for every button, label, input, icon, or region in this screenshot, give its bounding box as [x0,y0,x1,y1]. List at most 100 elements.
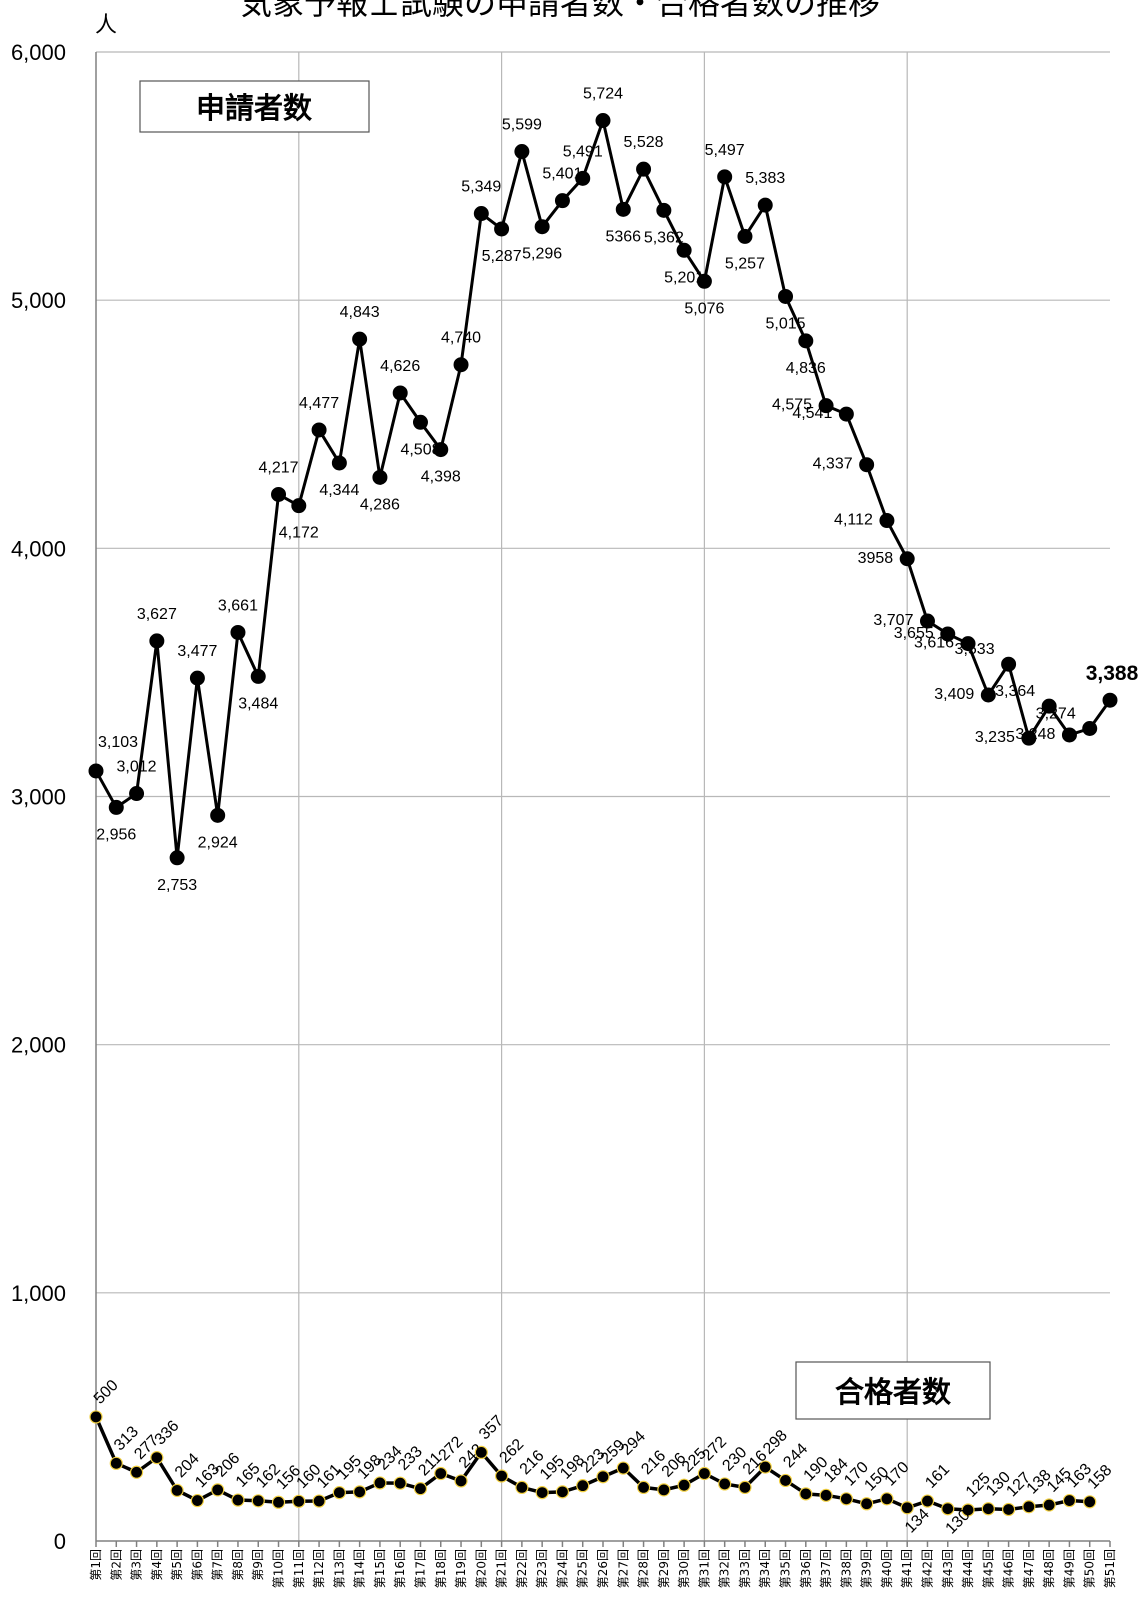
data-point [595,112,611,128]
data-point [717,169,733,185]
data-point [150,1451,164,1465]
data-point [616,1461,630,1475]
data-point [880,1492,894,1506]
series [88,112,1118,1517]
data-label-applicants: 5,497 [705,142,745,159]
data-point [534,219,550,235]
data-point [961,1503,975,1517]
data-point [940,626,956,642]
data-label-applicants: 4,217 [258,459,298,476]
data-point [980,687,996,703]
x-category-label: 第28回 [637,1549,651,1588]
data-label-applicants: 4,626 [380,358,420,375]
data-label-applicants: 5,491 [563,143,603,160]
legend-label-passers: 合格者数 [835,1375,952,1409]
data-point [838,406,854,422]
x-category-label: 第20回 [474,1549,488,1588]
data-label-applicants: 2,956 [96,826,136,843]
data-point [373,1476,387,1490]
data-point [454,1474,468,1488]
data-point [89,1410,103,1424]
data-point [495,1469,509,1483]
data-point [494,221,510,237]
x-category-label: 第23回 [535,1549,549,1588]
data-point [108,799,124,815]
data-point [1102,692,1118,708]
data-point [818,398,834,414]
data-point [778,1473,793,1488]
data-point [1083,1495,1097,1509]
data-point [1001,1502,1016,1517]
x-category-label: 第33回 [738,1549,752,1588]
data-point [331,455,347,471]
data-point [636,1480,651,1494]
data-point [920,1494,935,1508]
data-point [412,414,428,430]
x-category-label: 第30回 [677,1549,691,1588]
data-point [596,1470,610,1484]
x-category-label: 第27回 [616,1549,630,1588]
data-label-applicants: 4,836 [786,360,826,377]
data-point [576,1479,590,1493]
data-label-applicants: 5,296 [522,246,562,263]
data-point [413,1482,428,1496]
data-label-applicants: 5,724 [583,85,623,102]
data-label-applicants: 3,012 [117,759,157,776]
x-category-label: 第46回 [1002,1549,1016,1588]
data-point [879,513,895,529]
data-label-applicants: 5,362 [644,229,684,246]
data-label-applicants: 3,274 [1036,706,1076,723]
data-point [1021,730,1037,746]
x-category-label: 第40回 [880,1549,894,1588]
x-category-label: 第51回 [1103,1549,1117,1588]
data-point [941,1502,955,1516]
data-label-applicants: 3,707 [873,612,913,629]
data-point [960,636,976,652]
x-category-label: 第1回 [89,1549,103,1581]
data-point [718,1477,732,1491]
data-label-applicants: 5,015 [765,315,805,332]
x-category-label: 第43回 [941,1549,955,1588]
data-point [393,1476,407,1490]
data-point [696,273,712,289]
data-point [170,1483,184,1497]
data-point [433,442,449,458]
data-point [1001,656,1017,672]
data-label-applicants: 3,248 [1015,726,1055,743]
data-label-applicants: 4,541 [792,405,832,422]
x-category-label: 第36回 [799,1549,813,1588]
x-category-label: 第26回 [596,1549,610,1588]
data-label-applicants: 3,235 [975,729,1015,746]
x-axis-categories: 第1回 第2回 第3回 第4回 第5回 第6回 第7回 第8回 第9回 第10回 第11回 第12回第… [89,1549,1117,1588]
data-label-applicants: 4,508 [400,441,440,458]
data-point [676,242,692,258]
data-label-applicants: 5,401 [542,166,582,183]
data-point [1061,727,1077,743]
data-point [473,206,489,222]
series-applicants [88,112,1118,866]
x-category-label: 第49回 [1062,1549,1076,1588]
data-label-applicants: 3,616 [914,635,954,652]
data-point [1022,1500,1036,1514]
data-label-applicants: 3958 [858,550,894,567]
x-category-label: 第50回 [1083,1549,1097,1588]
x-category-label: 第21回 [495,1549,509,1588]
data-label-applicants: 3,484 [238,695,278,712]
x-category-label: 第37回 [819,1549,833,1588]
y-axis-unit-label: 人 [95,13,117,38]
data-point [474,1445,488,1460]
x-category-label: 第41回 [900,1549,914,1588]
data-point [636,161,652,177]
data-point [1062,1493,1077,1508]
data-label-applicants: 5,349 [461,179,501,196]
data-point [271,1495,286,1509]
x-category-label: 第44回 [961,1549,975,1588]
data-label-applicants: 4,477 [299,395,339,412]
data-point [758,1460,772,1474]
x-category-label: 第9回 [251,1549,265,1581]
x-category-label: 第31回 [697,1549,711,1588]
data-point [899,551,915,567]
data-label-applicants: 5,287 [482,248,522,265]
data-point [211,1483,225,1497]
data-label-applicants: 3,533 [955,641,995,658]
